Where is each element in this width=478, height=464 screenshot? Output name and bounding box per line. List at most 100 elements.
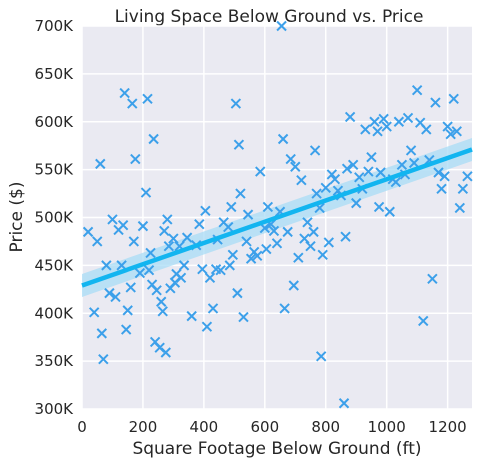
data-point	[433, 167, 444, 178]
data-point	[92, 236, 103, 247]
data-point	[201, 321, 213, 332]
data-point	[120, 324, 132, 335]
data-point	[344, 111, 356, 123]
data-point	[142, 93, 153, 104]
data-point	[381, 121, 392, 132]
y-axis-ticks: 300K 350K 400K 450K 500K 550K 600K 650K 700K	[35, 17, 75, 418]
data-point	[329, 173, 341, 185]
data-point	[200, 205, 211, 217]
data-point	[95, 158, 106, 170]
y-tick-label: 500K	[35, 209, 75, 227]
data-point	[107, 214, 118, 225]
regression-line-group	[81, 147, 473, 288]
data-point	[288, 280, 299, 291]
data-point	[233, 139, 245, 150]
data-point	[373, 201, 385, 213]
y-tick-label: 300K	[35, 400, 75, 418]
regression-line	[81, 147, 473, 288]
grid-lines	[81, 25, 472, 410]
data-point	[320, 182, 331, 194]
data-point	[215, 264, 226, 276]
data-point	[204, 272, 216, 284]
data-point	[305, 241, 316, 252]
data-point	[340, 231, 351, 242]
data-point	[363, 166, 374, 177]
y-tick-label: 400K	[35, 304, 75, 322]
data-point	[160, 347, 171, 358]
data-point	[268, 225, 280, 237]
data-point	[223, 221, 234, 233]
data-point	[232, 287, 243, 299]
data-point	[194, 218, 205, 230]
data-point	[408, 157, 420, 169]
data-point	[326, 169, 338, 180]
data-point	[384, 206, 395, 217]
x-axis-ticks: 0 200 400 600 800 1000 1200	[77, 418, 466, 436]
data-point	[262, 201, 274, 213]
data-point	[197, 263, 208, 275]
data-point	[143, 264, 155, 276]
data-points	[82, 20, 473, 409]
data-point	[454, 202, 466, 214]
data-point	[159, 225, 170, 237]
data-point	[421, 124, 432, 135]
x-axis-label: Square Footage Below Ground (ft)	[132, 439, 421, 459]
data-point	[168, 233, 179, 244]
data-point	[88, 307, 100, 318]
data-point	[140, 187, 152, 198]
data-point	[427, 273, 438, 284]
data-point	[148, 133, 159, 145]
data-point	[351, 197, 362, 209]
data-point	[238, 311, 249, 323]
data-point	[279, 303, 290, 314]
data-point	[145, 247, 156, 259]
data-point	[207, 303, 219, 314]
data-point	[290, 161, 301, 172]
data-point	[128, 236, 140, 247]
data-point	[430, 97, 441, 108]
data-point	[134, 267, 146, 279]
data-point	[245, 253, 257, 264]
data-point	[308, 226, 319, 238]
data-point	[122, 305, 133, 316]
data-point	[226, 201, 237, 213]
data-point	[151, 285, 162, 296]
data-point	[230, 98, 242, 109]
y-tick-label: 450K	[35, 256, 75, 274]
data-point	[82, 226, 94, 238]
data-point	[372, 126, 383, 137]
data-point	[366, 151, 377, 163]
data-point	[323, 237, 335, 248]
data-point	[271, 238, 283, 249]
data-point	[96, 328, 108, 339]
data-point	[439, 171, 450, 182]
data-point	[157, 306, 168, 317]
data-point	[299, 233, 310, 244]
data-point	[369, 116, 380, 127]
data-point	[347, 159, 359, 171]
data-point	[445, 128, 456, 140]
data-point	[378, 113, 389, 125]
data-point	[137, 220, 149, 232]
data-point	[104, 287, 115, 299]
data-point	[354, 172, 365, 183]
data-point	[315, 351, 327, 362]
data-point	[241, 236, 252, 247]
data-point	[396, 159, 408, 171]
data-point	[178, 260, 190, 271]
data-point	[448, 93, 459, 104]
data-point	[163, 241, 175, 252]
data-point	[227, 249, 239, 261]
data-point	[442, 121, 453, 132]
data-point	[309, 145, 321, 156]
y-tick-label: 550K	[35, 161, 75, 179]
data-point	[302, 217, 313, 228]
data-point	[457, 183, 469, 194]
data-point	[436, 183, 447, 194]
x-tick-label: 200	[129, 418, 158, 436]
data-point	[276, 20, 287, 32]
y-tick-label: 650K	[35, 65, 75, 83]
data-point	[101, 260, 112, 271]
data-point	[341, 163, 353, 174]
